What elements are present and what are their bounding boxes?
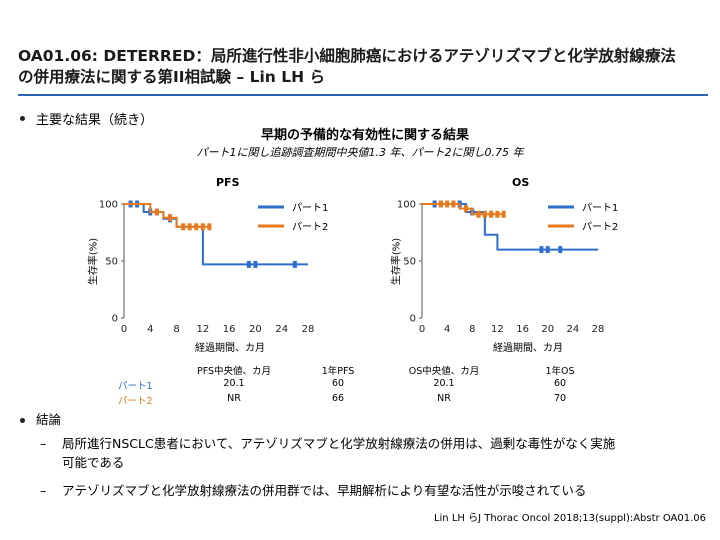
pfs-x-tick-label: 28 [302,324,315,335]
pfs-legend-part1: パート1 [292,203,329,214]
os-series-2-censor-mark [482,210,487,218]
os-series-2-censor-mark [501,210,506,218]
os-series-1-censor-mark [539,246,544,254]
table-header-pfs-median: PFS中央値、カ月 [196,366,272,377]
os-x-tick-label: 4 [444,324,450,335]
title-line-1: OA01.06: DETERRED：局所進行性非小細胞肺癌におけるアテゾリズマブ… [18,47,676,65]
reference: Lin LH らJ Thorac Oncol 2018;13(suppl):Ab… [433,513,706,524]
pfs-chart: 0 50 100 0 4 8 12 16 20 24 28 [99,200,314,336]
os-panel-title: OS [512,176,530,189]
os-series-1-censor-mark [545,246,550,254]
pfs-x-tick-label: 16 [223,324,236,335]
conclusion-dash-2: – [40,483,47,498]
pfs-series-2-line [124,203,210,228]
pfs-x-tick-label: 8 [173,324,179,335]
os-series-2-censor-mark [489,210,494,218]
table-row-label-part2: パート2 [118,396,153,407]
os-x-tick-label: 24 [566,324,579,335]
os-x-tick-label: 28 [592,324,605,335]
os-x-tick-label: 20 [541,324,554,335]
os-y-tick-label: 100 [397,200,416,211]
table-cell: 20.1 [433,378,455,389]
os-x-tick-label: 0 [419,324,425,335]
bullet-dot [20,116,25,121]
pfs-x-tick-label: 24 [275,324,288,335]
pfs-x-tick-label: 12 [196,324,209,335]
conclusion-dash-1: – [40,436,47,451]
pfs-series-2-censor-mark [207,223,212,231]
os-x-tick-label: 8 [469,324,475,335]
pfs-panel-title: PFS [216,176,240,189]
os-series-2-censor-mark [438,200,443,208]
os-x-tick-label: 12 [491,324,504,335]
pfs-y-tick-label: 0 [112,314,118,325]
table-header-os-1yr: 1年OS [545,366,575,377]
pfs-x-tick-label: 4 [147,324,153,335]
pfs-y-tick-label: 100 [99,200,118,211]
table-cell: 66 [331,393,345,404]
os-chart: 0 50 100 0 4 8 12 16 20 24 28 [397,200,604,336]
pfs-series-2-censor-mark [200,223,205,231]
pfs-series-1-censor-mark [253,260,258,268]
title-rule [18,94,708,96]
conclusion-1-line-1: 局所進行NSCLC患者において、アテゾリズマブと化学放射線療法の併用は、過剰な毒… [62,436,616,451]
os-legend-part1: パート1 [582,203,619,214]
bullet-dot [20,418,25,423]
os-series-1-censor-mark [558,246,563,254]
pfs-series-2-censor-mark [187,223,192,231]
conclusion-item-2: アテゾリズマブと化学放射線療法の併用群では、早期解析により有望な活性が示唆されて… [62,483,587,498]
os-x-tick-label: 16 [516,324,529,335]
table-cell: 60 [331,378,345,389]
section-subtitle: パート1に関し追跡調査期間中央値1.3 年、パート2に関し0.75 年 [196,146,524,159]
table-cell: 20.1 [223,378,245,389]
pfs-series-2-censor-mark [181,223,186,231]
os-series-2-censor-mark [445,200,450,208]
slide-title: OA01.06: DETERRED：局所進行性非小細胞肺癌におけるアテゾリズマブ… [18,46,708,88]
table-row-label-part1: パート1 [118,381,153,392]
pfs-series-1-censor-mark [292,260,297,268]
os-series-2-censor-mark [476,210,481,218]
os-series-2-censor-mark [495,210,500,218]
pfs-series-2-censor-mark [168,214,172,222]
pfs-x-axis-label: 経過期間、カ月 [195,343,265,354]
os-series-2-censor-mark [464,205,468,213]
pfs-series-2-censor-mark [154,208,159,216]
pfs-x-tick-label: 0 [121,324,127,335]
pfs-legend-part2: パート2 [292,222,329,233]
section-title: 早期の予備的な有効性に関する結果 [260,128,469,143]
table-header-pfs-1yr: 1年PFS [321,366,355,377]
conclusion-1-line-2: 可能である [62,455,125,470]
os-y-tick-label: 50 [403,257,416,268]
os-x-axis-label: 経過期間、カ月 [493,343,563,354]
table-cell: NR [227,393,241,404]
pfs-series-1-censor-mark [246,260,251,268]
conclusion-heading: 結論 [36,412,62,427]
os-legend-part2: パート2 [582,222,619,233]
results-bullet: 主要な結果（続き） [36,113,154,128]
os-y-tick-label: 0 [410,314,416,325]
os-series-2-censor-mark [451,200,456,208]
pfs-y-tick-label: 50 [105,257,118,268]
table-cell: 60 [553,378,567,389]
table-header-os-median: OS中央値、カ月 [408,366,480,377]
pfs-series-2-censor-mark [194,223,199,231]
table-cell: 70 [553,393,567,404]
conclusion-item-1: 局所進行NSCLC患者において、アテゾリズマブと化学放射線療法の併用は、過剰な毒… [62,434,712,472]
table-cell: NR [437,393,451,404]
pfs-x-tick-label: 20 [249,324,262,335]
title-line-2: の併用療法に関する第II相試験 – Lin LH ら [18,68,325,86]
